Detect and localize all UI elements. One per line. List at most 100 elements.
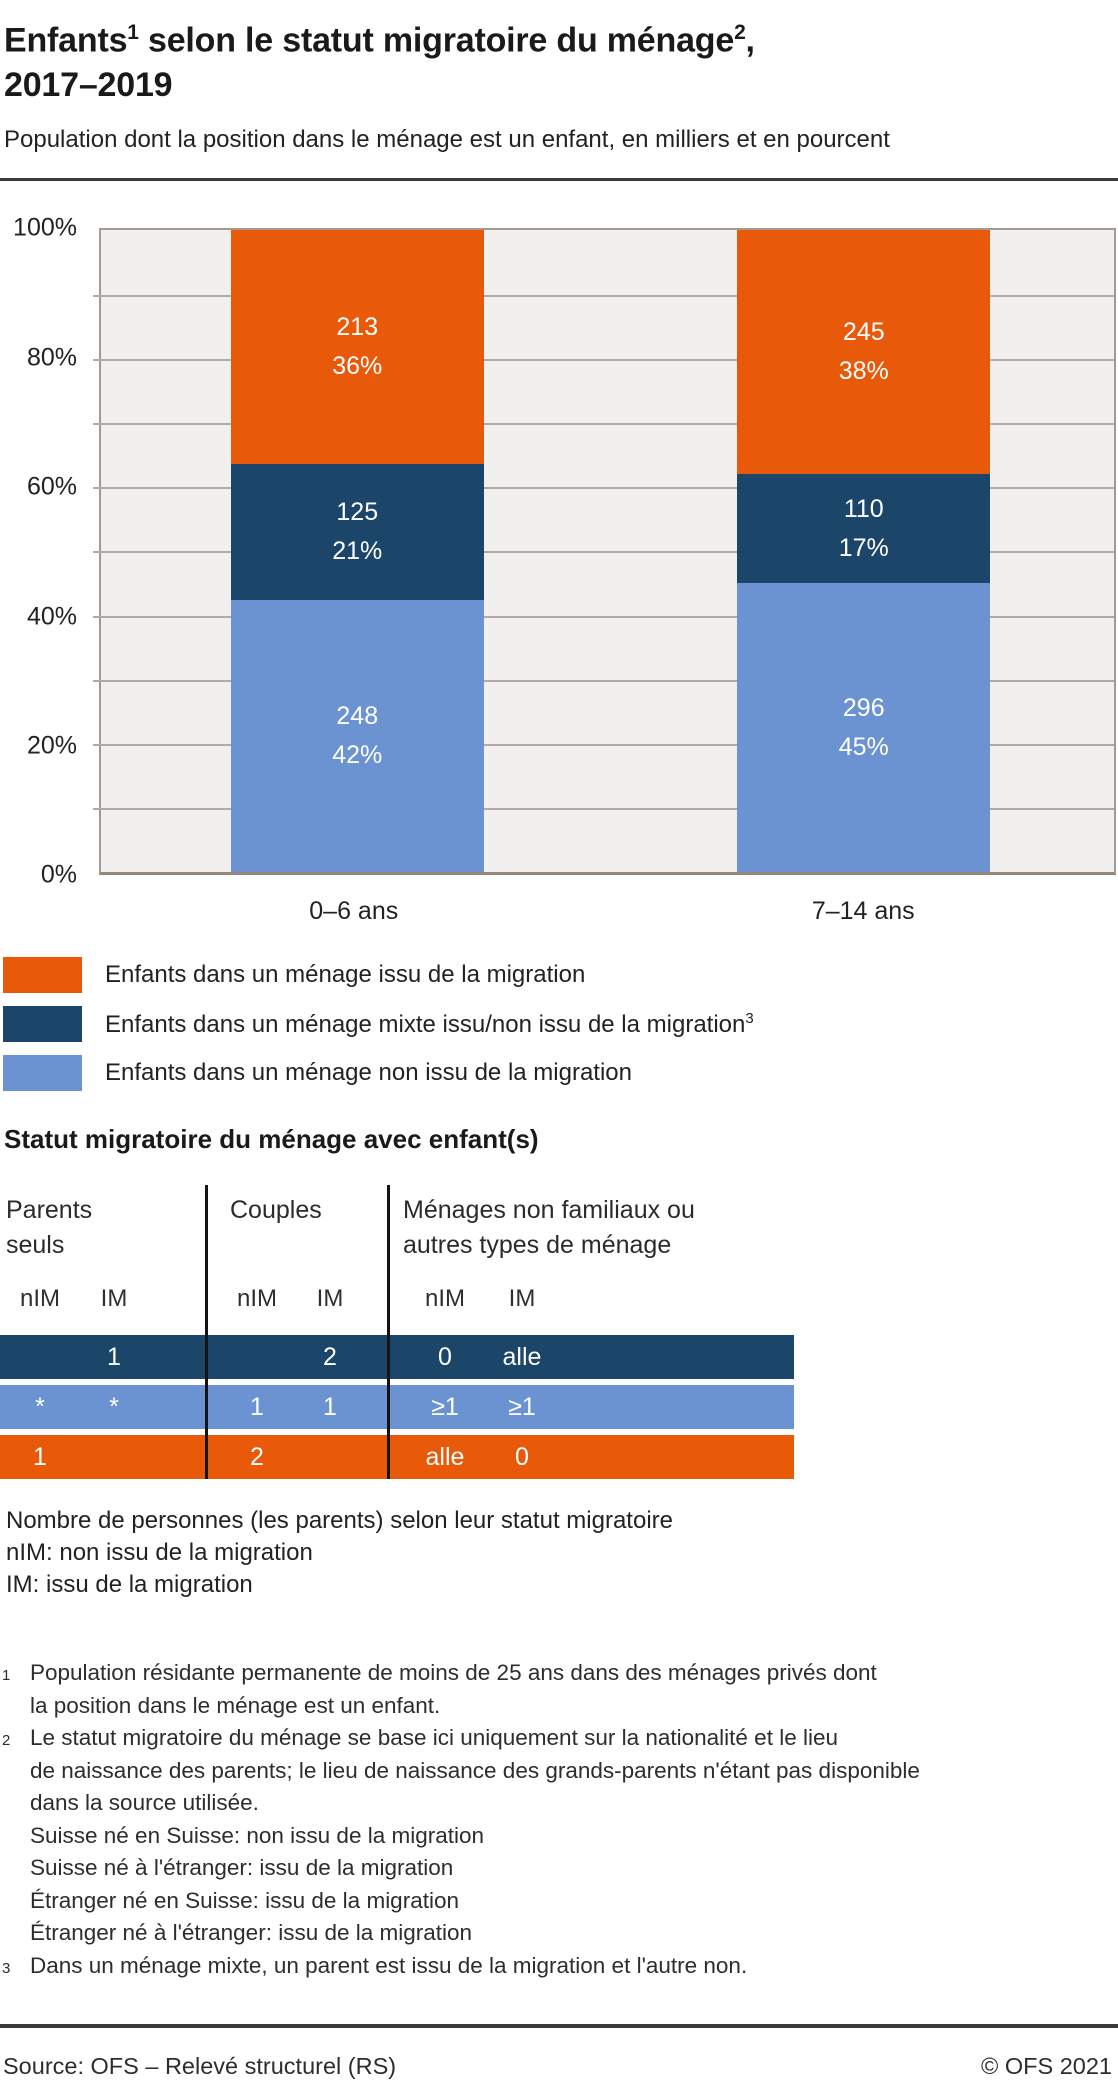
y-tick-label: 40% (27, 602, 77, 631)
table-cell: 1 (6, 1443, 74, 1472)
page-title: Enfants1 selon le statut migratoire du m… (4, 10, 1112, 108)
y-tick-label: 60% (27, 473, 77, 502)
table-cell: * (6, 1393, 74, 1422)
group-header-couples: Couples (207, 1193, 389, 1265)
footnote-ref-1: 1 (127, 21, 138, 44)
legend: Enfants dans un ménage issu de la migrat… (3, 957, 1118, 1091)
table-note: Nombre de personnes (les parents) selon … (6, 1505, 1118, 1537)
subheader-nim: nIM (6, 1285, 74, 1313)
table-cell: 1 (223, 1393, 291, 1422)
legend-label: Enfants dans un ménage non issu de la mi… (105, 1059, 632, 1087)
legend-item-mixte: Enfants dans un ménage mixte issu/non is… (3, 1006, 1118, 1042)
segment-value-percent: 38% (839, 352, 889, 391)
table-notes: Nombre de personnes (les parents) selon … (6, 1505, 1118, 1601)
legend-label: Enfants dans un ménage mixte issu/non is… (105, 1010, 754, 1039)
table-cell: 0 (409, 1343, 481, 1372)
segment-value-thousands: 213 (332, 308, 382, 347)
page-title-line1: Enfants1 selon le statut migratoire du m… (4, 10, 1112, 63)
table-cell: 0 (487, 1443, 557, 1472)
footnote-text: Population résidante permanente de moins… (30, 1657, 1118, 1722)
footnote-text: Dans un ménage mixte, un parent est issu… (30, 1950, 1118, 1986)
table-cell: 1 (297, 1393, 363, 1422)
table-heading: Statut migratoire du ménage avec enfant(… (4, 1124, 1118, 1155)
footnote-ref-3: 3 (745, 1010, 753, 1027)
segment-value-percent: 17% (839, 529, 889, 568)
table-vertical-divider-2 (387, 1185, 390, 1479)
table-cell: ≥1 (409, 1393, 481, 1422)
legend-swatch-light-blue (3, 1055, 82, 1091)
segment-value-thousands: 248 (332, 697, 382, 736)
table-cell: 2 (223, 1443, 291, 1472)
segment-value-thousands: 110 (839, 490, 889, 529)
segment-value-thousands: 125 (332, 493, 382, 532)
top-divider (0, 178, 1118, 181)
segment-value-thousands: 296 (839, 689, 889, 728)
table-cell: ≥1 (487, 1393, 557, 1422)
segment-value-percent: 36% (332, 347, 382, 386)
footnote-marker: 3 (2, 1950, 30, 1986)
table-group-header-row: Parents seuls Couples Ménages non famili… (0, 1193, 1118, 1265)
source-line: Source: OFS – Relevé structurel (RS) (3, 2053, 396, 2080)
group-header-non-familiaux: Ménages non familiaux ou autres types de… (389, 1193, 889, 1265)
y-tick-label: 80% (27, 343, 77, 372)
segment-value-percent: 45% (839, 728, 889, 767)
footnotes: 1 Population résidante permanente de moi… (0, 1657, 1118, 1985)
table-cell: alle (409, 1443, 481, 1472)
legend-label: Enfants dans un ménage issu de la migrat… (105, 961, 585, 989)
bottom-divider (0, 2024, 1118, 2028)
subheader-im: IM (297, 1285, 363, 1313)
y-tick-label: 100% (13, 214, 77, 243)
category-label: 0–6 ans (99, 897, 609, 926)
legend-item-issu: Enfants dans un ménage issu de la migrat… (3, 957, 1118, 993)
segment-value-percent: 21% (332, 532, 382, 571)
table-cell: 1 (80, 1343, 148, 1372)
page-title-line2: 2017–2019 (4, 63, 1112, 108)
stacked-bar-0–6 ans: 21336% 12521% 24842% (231, 230, 484, 872)
footnote-marker: 1 (2, 1657, 30, 1722)
header: Enfants1 selon le statut migratoire du m… (0, 0, 1118, 155)
table-cell: 2 (297, 1343, 363, 1372)
footnote-2: 2 Le statut migratoire du ménage se base… (2, 1722, 1118, 1950)
footnote-text: Le statut migratoire du ménage se base i… (30, 1722, 1118, 1950)
table-cell: alle (487, 1343, 557, 1372)
table-cell: * (80, 1393, 148, 1422)
y-axis: 0%20%40%60%80%100% (0, 228, 99, 875)
footnote-marker: 2 (2, 1722, 30, 1950)
y-tick-label: 20% (27, 731, 77, 760)
group-header-parents-seuls: Parents seuls (0, 1193, 207, 1265)
legend-swatch-orange (3, 957, 82, 993)
footnote-1: 1 Population résidante permanente de moi… (2, 1657, 1118, 1722)
subheader-im: IM (487, 1285, 557, 1313)
segment-value-thousands: 245 (839, 313, 889, 352)
table-vertical-divider-1 (205, 1185, 208, 1479)
stacked-bar-7–14 ans: 24538% 11017% 29645% (737, 230, 990, 872)
legend-swatch-dark-blue (3, 1006, 82, 1042)
segment-value-percent: 42% (332, 736, 382, 775)
subheader-im: IM (80, 1285, 148, 1313)
legend-item-non-issu: Enfants dans un ménage non issu de la mi… (3, 1055, 1118, 1091)
y-tick-label: 0% (41, 861, 77, 890)
category-label: 7–14 ans (609, 897, 1118, 926)
footnote-3: 3 Dans un ménage mixte, un parent est is… (2, 1950, 1118, 1986)
page-subtitle: Population dont la position dans le ména… (4, 125, 1112, 155)
subheader-nim: nIM (409, 1285, 481, 1313)
table-note: nIM: non issu de la migration (6, 1537, 1118, 1569)
